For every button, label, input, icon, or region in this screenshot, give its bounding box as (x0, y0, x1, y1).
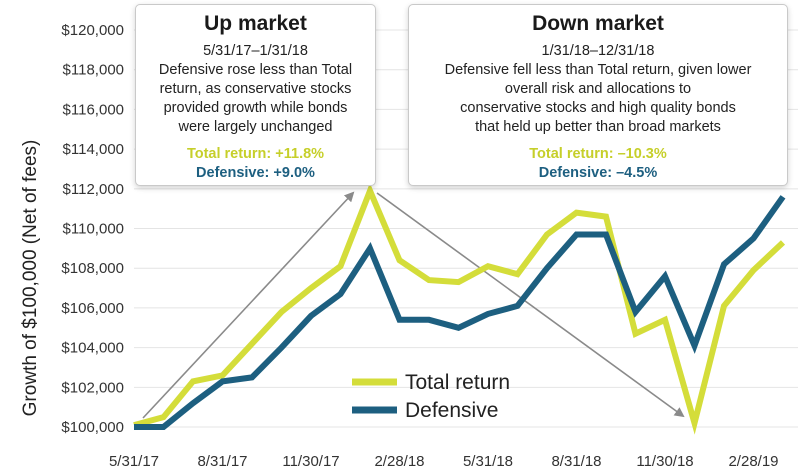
y-tick-label: $114,000 (63, 141, 124, 158)
up-market-desc-line: provided growth while bonds (163, 100, 348, 116)
y-tick-label: $110,000 (63, 221, 124, 238)
y-axis-ticks: $100,000 $102,000 $104,000 $106,000 $108,000… (61, 22, 124, 436)
x-axis-ticks: 5/31/17 8/31/17 11/30/17 2/28/18 5/31/18 8/31… (109, 453, 779, 470)
x-tick-label: 2/28/18 (374, 453, 424, 470)
y-axis-label: Growth of $100,000 (Net of fees) (20, 140, 41, 417)
up-market-desc-line: were largely unchanged (178, 119, 333, 135)
y-tick-label: $112,000 (63, 181, 124, 198)
up-market-total-return: Total return: +11.8% (186, 146, 325, 162)
x-tick-label: 8/31/17 (197, 453, 247, 470)
y-tick-label: $104,000 (61, 340, 124, 357)
y-tick-label: $102,000 (61, 379, 124, 396)
down-market-title: Down market (532, 12, 664, 35)
down-market-total-return: Total return: –10.3% (529, 146, 667, 162)
y-tick-label: $118,000 (63, 62, 124, 79)
up-market-callout: Up market 5/31/17–1/31/18 Defensive rose… (135, 4, 376, 186)
legend: Total return Defensive (352, 371, 510, 422)
down-market-callout: Down market 1/31/18–12/31/18 Defensive f… (408, 4, 788, 186)
down-market-desc-line: conservative stocks and high quality bon… (460, 100, 736, 116)
down-market-defensive: Defensive: –4.5% (538, 165, 658, 181)
y-tick-label: $100,000 (61, 419, 124, 436)
legend-label-total-return: Total return (405, 371, 510, 394)
x-tick-label: 5/31/18 (463, 453, 513, 470)
up-market-title: Up market (204, 12, 307, 35)
y-tick-label: $108,000 (61, 260, 124, 277)
y-tick-label: $116,000 (63, 101, 124, 118)
trend-arrows (142, 191, 685, 419)
y-tick-label: $106,000 (61, 300, 124, 317)
down-market-desc-line: Defensive fell less than Total return, g… (444, 62, 752, 78)
up-market-desc-line: return, as conservative stocks (159, 81, 352, 97)
x-tick-label: 8/31/18 (551, 453, 601, 470)
up-market-period: 5/31/17–1/31/18 (203, 43, 308, 59)
up-market-arrow (142, 191, 355, 419)
x-tick-label: 2/28/19 (728, 453, 778, 470)
up-market-description: Defensive rose less than Total return, a… (144, 61, 367, 137)
x-tick-label: 11/30/18 (636, 453, 693, 470)
x-tick-label: 11/30/17 (282, 453, 339, 470)
y-tick-label: $120,000 (61, 22, 124, 39)
x-tick-label: 5/31/17 (109, 453, 159, 470)
series-line-total-return (133, 182, 786, 435)
down-market-desc-line: overall risk and allocations to (504, 81, 692, 97)
legend-label-defensive: Defensive (405, 399, 498, 422)
down-market-period: 1/31/18–12/31/18 (541, 43, 655, 59)
up-market-defensive: Defensive: +9.0% (196, 165, 315, 181)
down-market-arrow (376, 192, 685, 418)
series-line-defensive (134, 195, 786, 430)
down-market-desc-line: that held up better than broad markets (475, 119, 721, 135)
series-lines (133, 182, 786, 435)
up-market-desc-line: Defensive rose less than Total (158, 62, 353, 78)
down-market-description: Defensive fell less than Total return, g… (417, 61, 779, 137)
